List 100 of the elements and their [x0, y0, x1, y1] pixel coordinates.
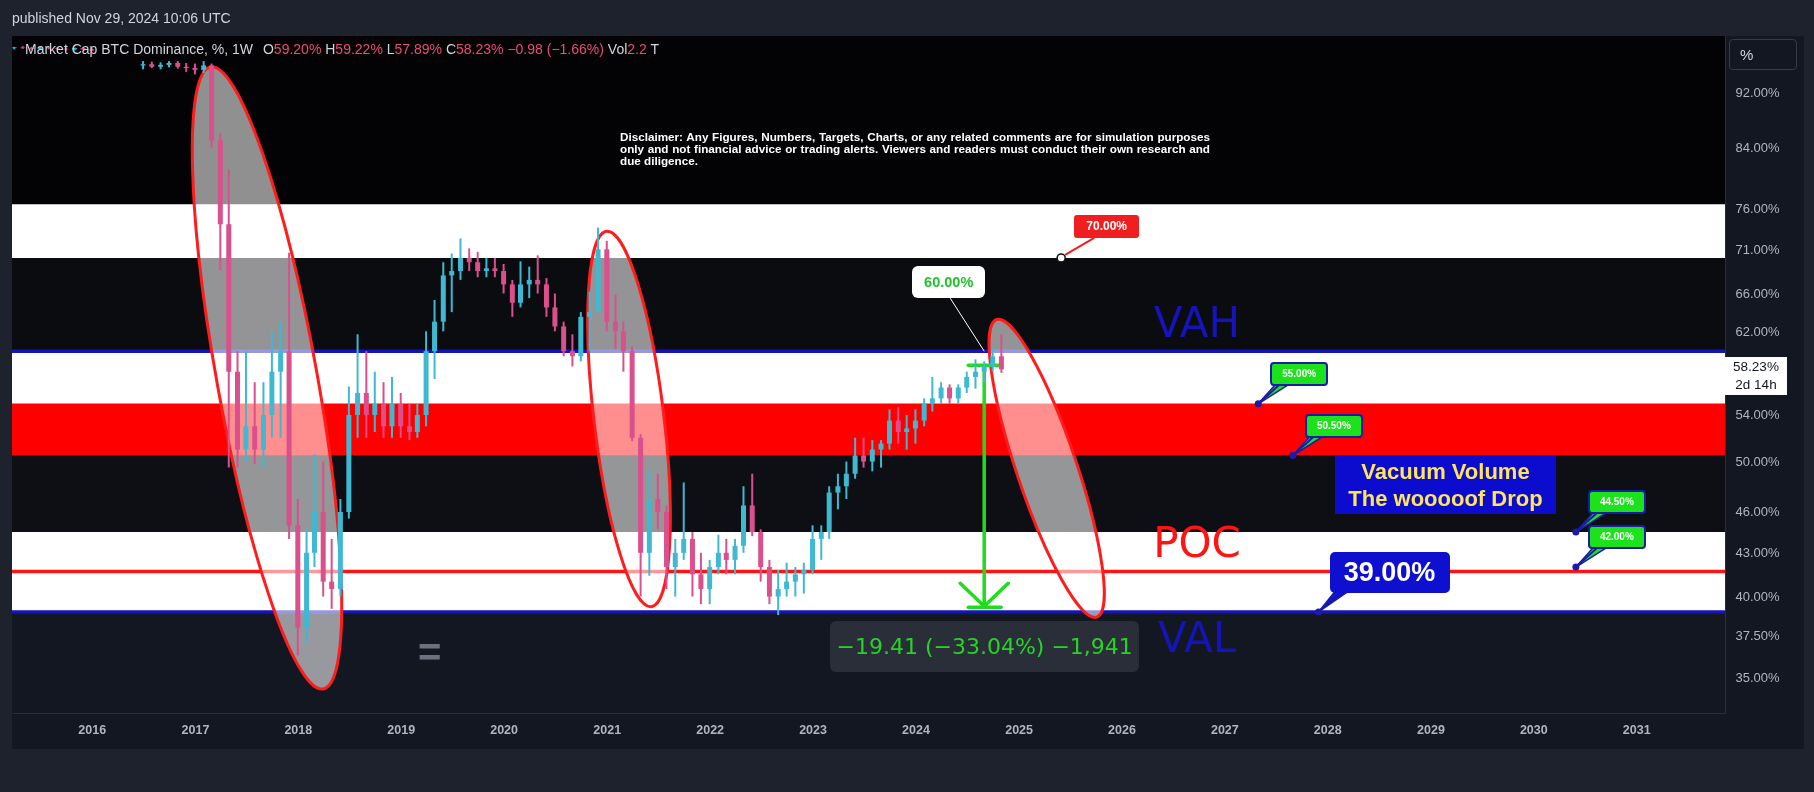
candlestick [929, 375, 935, 413]
ref-line-label: POC [1153, 518, 1241, 568]
candlestick [372, 370, 378, 433]
annotation: 55.00% [1282, 367, 1317, 379]
x-tick-label: 2018 [284, 722, 313, 737]
candlestick [337, 497, 343, 598]
x-tick-label: 2031 [1622, 722, 1651, 737]
candlestick [604, 239, 610, 333]
candlestick [209, 62, 215, 149]
candlestick [492, 256, 498, 279]
candlestick [792, 566, 798, 598]
candlestick [990, 345, 996, 373]
candlestick [723, 537, 729, 576]
candlestick [423, 330, 429, 428]
candlestick [432, 298, 438, 381]
candlestick [440, 261, 446, 333]
candlestick [646, 469, 652, 577]
y-tick-label: 40.00% [1735, 589, 1781, 605]
ref-line-label: VAH [1153, 298, 1241, 348]
annotation: Disclaimer: Any Figures, Numbers, Targets, Charts, or any related comments are for simulation purposes only and not financial advice or trading alerts. Viewers and readers must conduct their own research and due diligence. [620, 130, 1210, 167]
candlestick [414, 402, 420, 439]
x-tick-label: 2019 [387, 722, 416, 737]
candlestick [295, 497, 301, 657]
candlestick [578, 311, 584, 363]
text: % [1740, 46, 1754, 63]
candlestick [947, 383, 953, 405]
candlestick [243, 350, 249, 463]
candlestick [689, 531, 695, 598]
candlestick [912, 408, 918, 445]
y-tick-label: 46.00% [1735, 504, 1781, 520]
candlestick [535, 254, 541, 295]
candlestick [895, 406, 901, 445]
annotation: = [418, 630, 442, 674]
x-tick-label: 2021 [593, 722, 622, 737]
candlestick [475, 250, 481, 279]
candlestick [381, 381, 387, 439]
candlestick [972, 358, 978, 390]
candlestick [998, 333, 1004, 374]
candlestick [526, 265, 532, 300]
y-tick-label: 66.00% [1735, 286, 1781, 301]
candlestick [629, 345, 635, 443]
candlestick [501, 262, 507, 295]
candlestick [320, 460, 326, 598]
chart-title: Market Cap BTC Dominance, %, 1W [25, 41, 253, 57]
x-tick-label: 2029 [1417, 722, 1445, 737]
candlestick [758, 528, 764, 583]
annotation: 70.00% [1086, 218, 1127, 233]
candlestick [681, 481, 687, 561]
candlestick [878, 439, 884, 469]
candlestick [810, 524, 816, 576]
candlestick [843, 460, 849, 500]
annotation: 50.50% [1316, 419, 1351, 431]
candlestick [766, 558, 772, 606]
x-tick-label: 2016 [78, 722, 107, 737]
candlestick [707, 558, 713, 606]
candlestick [852, 436, 858, 480]
y-tick-label: 35.00% [1735, 669, 1781, 685]
candlestick [620, 320, 626, 373]
candlestick [740, 485, 746, 554]
x-tick-label: 2028 [1313, 722, 1342, 737]
candlestick [355, 333, 361, 439]
x-tick-label: 2025 [1005, 722, 1034, 737]
candlestick [749, 472, 755, 538]
candlestick [483, 256, 489, 279]
y-tick-label: 71.00% [1735, 241, 1781, 257]
candlestick [869, 439, 875, 473]
text: O59.20% H59.22% L57.89% C58.23% −0.98 (−1.66%) Vol2.2 T [262, 41, 659, 57]
candlestick [955, 383, 961, 405]
annotation: 44.50% [1599, 496, 1634, 508]
x-tick-label: 2026 [1108, 722, 1136, 737]
candlestick [981, 360, 987, 384]
candlestick [552, 292, 558, 333]
candlestick [801, 561, 807, 595]
y-tick-label: 54.00% [1735, 407, 1781, 423]
y-tick-label: 50.00% [1735, 454, 1781, 470]
y-tick-label: 84.00% [1735, 140, 1781, 156]
annotation: 60.00% [924, 274, 974, 291]
y-tick-label: 37.50% [1735, 628, 1781, 644]
candlestick [715, 533, 721, 576]
candlestick [304, 528, 310, 645]
x-tick-label: 2030 [1519, 722, 1548, 737]
candlestick [389, 375, 395, 439]
x-tick-label: 2020 [490, 722, 519, 737]
candlestick [655, 472, 661, 531]
candlestick [518, 260, 524, 309]
candlestick [311, 453, 317, 569]
candlestick [449, 252, 455, 314]
annotation: 39.00% [1343, 556, 1436, 587]
x-tick-label: 2023 [799, 722, 827, 737]
candlestick [638, 433, 644, 598]
candlestick [543, 277, 549, 318]
candlestick [269, 330, 275, 439]
candlestick [363, 350, 369, 439]
candlestick [732, 537, 738, 576]
candlestick [672, 537, 678, 598]
x-tick-label: 2027 [1210, 722, 1239, 737]
y-tick-label: 62.00% [1735, 323, 1781, 339]
candlestick [587, 290, 593, 353]
candlestick [286, 251, 292, 540]
candlestick [595, 226, 601, 314]
